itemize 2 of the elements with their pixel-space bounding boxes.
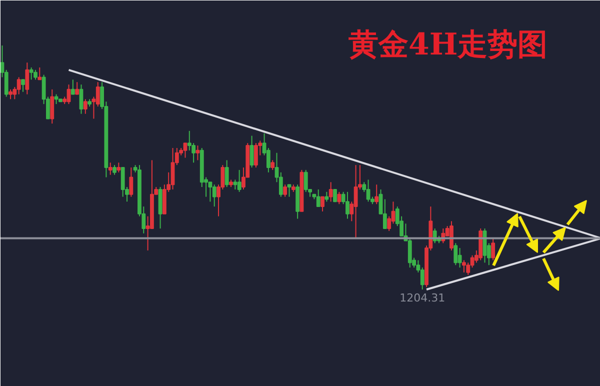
- chart-title: 黄金4H走势图: [348, 28, 548, 62]
- annotation: 1204.31: [400, 292, 446, 304]
